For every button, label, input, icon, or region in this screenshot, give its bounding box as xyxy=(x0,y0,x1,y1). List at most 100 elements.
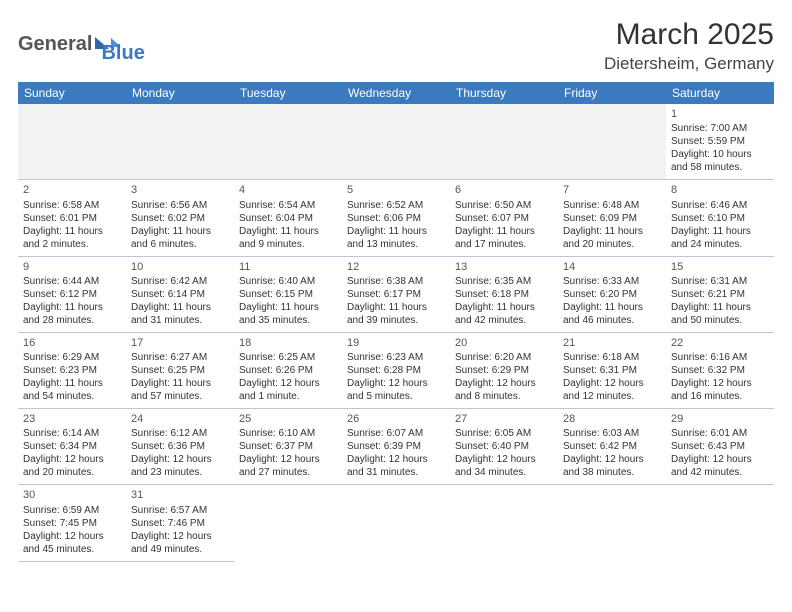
calendar-day-cell: 17Sunrise: 6:27 AMSunset: 6:25 PMDayligh… xyxy=(126,332,234,408)
calendar-week-row: 16Sunrise: 6:29 AMSunset: 6:23 PMDayligh… xyxy=(18,332,774,408)
calendar-day-cell: 7Sunrise: 6:48 AMSunset: 6:09 PMDaylight… xyxy=(558,180,666,256)
sunrise-text: Sunrise: 6:40 AM xyxy=(239,275,337,288)
sunset-text: Sunset: 6:39 PM xyxy=(347,440,445,453)
calendar-day-cell: 12Sunrise: 6:38 AMSunset: 6:17 PMDayligh… xyxy=(342,256,450,332)
sunset-text: Sunset: 6:36 PM xyxy=(131,440,229,453)
daylight-text: Daylight: 11 hours and 54 minutes. xyxy=(23,377,121,403)
daylight-text: Daylight: 11 hours and 35 minutes. xyxy=(239,301,337,327)
calendar-day-cell: 9Sunrise: 6:44 AMSunset: 6:12 PMDaylight… xyxy=(18,256,126,332)
daylight-text: Daylight: 12 hours and 27 minutes. xyxy=(239,453,337,479)
daylight-text: Daylight: 12 hours and 16 minutes. xyxy=(671,377,769,403)
sunset-text: Sunset: 6:17 PM xyxy=(347,288,445,301)
calendar-day-cell: 29Sunrise: 6:01 AMSunset: 6:43 PMDayligh… xyxy=(666,409,774,485)
day-number: 16 xyxy=(23,336,121,350)
sunset-text: Sunset: 6:23 PM xyxy=(23,364,121,377)
sunset-text: Sunset: 6:10 PM xyxy=(671,212,769,225)
logo-text-blue: Blue xyxy=(101,24,144,65)
day-number: 12 xyxy=(347,260,445,274)
empty-cell xyxy=(342,104,450,180)
empty-cell xyxy=(18,104,126,180)
sunrise-text: Sunrise: 6:56 AM xyxy=(131,199,229,212)
col-header: Wednesday xyxy=(342,82,450,104)
calendar-day-cell: 30Sunrise: 6:59 AMSunset: 7:45 PMDayligh… xyxy=(18,485,126,561)
calendar-week-row: 9Sunrise: 6:44 AMSunset: 6:12 PMDaylight… xyxy=(18,256,774,332)
calendar-day-cell: 27Sunrise: 6:05 AMSunset: 6:40 PMDayligh… xyxy=(450,409,558,485)
col-header: Sunday xyxy=(18,82,126,104)
daylight-text: Daylight: 11 hours and 9 minutes. xyxy=(239,225,337,251)
sunset-text: Sunset: 6:20 PM xyxy=(563,288,661,301)
sunset-text: Sunset: 6:07 PM xyxy=(455,212,553,225)
daylight-text: Daylight: 11 hours and 2 minutes. xyxy=(23,225,121,251)
sunrise-text: Sunrise: 6:48 AM xyxy=(563,199,661,212)
sunrise-text: Sunrise: 6:16 AM xyxy=(671,351,769,364)
day-number: 5 xyxy=(347,183,445,197)
day-number: 24 xyxy=(131,412,229,426)
sunset-text: Sunset: 6:43 PM xyxy=(671,440,769,453)
calendar-day-cell: 19Sunrise: 6:23 AMSunset: 6:28 PMDayligh… xyxy=(342,332,450,408)
sunrise-text: Sunrise: 6:31 AM xyxy=(671,275,769,288)
sunset-text: Sunset: 7:45 PM xyxy=(23,517,121,530)
sunrise-text: Sunrise: 6:38 AM xyxy=(347,275,445,288)
empty-cell xyxy=(558,485,666,561)
day-number: 20 xyxy=(455,336,553,350)
empty-cell xyxy=(450,485,558,561)
daylight-text: Daylight: 12 hours and 49 minutes. xyxy=(131,530,229,556)
day-number: 27 xyxy=(455,412,553,426)
sunrise-text: Sunrise: 6:44 AM xyxy=(23,275,121,288)
sunset-text: Sunset: 6:21 PM xyxy=(671,288,769,301)
calendar-day-cell: 15Sunrise: 6:31 AMSunset: 6:21 PMDayligh… xyxy=(666,256,774,332)
daylight-text: Daylight: 11 hours and 6 minutes. xyxy=(131,225,229,251)
day-number: 4 xyxy=(239,183,337,197)
sunrise-text: Sunrise: 6:20 AM xyxy=(455,351,553,364)
sunset-text: Sunset: 6:32 PM xyxy=(671,364,769,377)
calendar-day-cell: 14Sunrise: 6:33 AMSunset: 6:20 PMDayligh… xyxy=(558,256,666,332)
daylight-text: Daylight: 12 hours and 38 minutes. xyxy=(563,453,661,479)
daylight-text: Daylight: 12 hours and 23 minutes. xyxy=(131,453,229,479)
sunset-text: Sunset: 6:25 PM xyxy=(131,364,229,377)
calendar-day-cell: 26Sunrise: 6:07 AMSunset: 6:39 PMDayligh… xyxy=(342,409,450,485)
sunrise-text: Sunrise: 6:27 AM xyxy=(131,351,229,364)
sunset-text: Sunset: 6:40 PM xyxy=(455,440,553,453)
daylight-text: Daylight: 12 hours and 20 minutes. xyxy=(23,453,121,479)
sunset-text: Sunset: 6:15 PM xyxy=(239,288,337,301)
daylight-text: Daylight: 12 hours and 34 minutes. xyxy=(455,453,553,479)
daylight-text: Daylight: 11 hours and 20 minutes. xyxy=(563,225,661,251)
page-header: General Blue March 2025 Dietersheim, Ger… xyxy=(18,18,774,74)
day-number: 30 xyxy=(23,488,121,502)
sunrise-text: Sunrise: 6:03 AM xyxy=(563,427,661,440)
sunrise-text: Sunrise: 6:46 AM xyxy=(671,199,769,212)
sunset-text: Sunset: 6:04 PM xyxy=(239,212,337,225)
calendar-week-row: 23Sunrise: 6:14 AMSunset: 6:34 PMDayligh… xyxy=(18,409,774,485)
sunset-text: Sunset: 5:59 PM xyxy=(671,135,769,148)
calendar-day-cell: 6Sunrise: 6:50 AMSunset: 6:07 PMDaylight… xyxy=(450,180,558,256)
day-number: 11 xyxy=(239,260,337,274)
sunrise-text: Sunrise: 6:35 AM xyxy=(455,275,553,288)
calendar-day-cell: 22Sunrise: 6:16 AMSunset: 6:32 PMDayligh… xyxy=(666,332,774,408)
location-subtitle: Dietersheim, Germany xyxy=(604,54,774,74)
sunset-text: Sunset: 6:14 PM xyxy=(131,288,229,301)
sunrise-text: Sunrise: 6:57 AM xyxy=(131,504,229,517)
empty-cell xyxy=(558,104,666,180)
daylight-text: Daylight: 12 hours and 1 minute. xyxy=(239,377,337,403)
day-number: 6 xyxy=(455,183,553,197)
day-number: 18 xyxy=(239,336,337,350)
day-number: 25 xyxy=(239,412,337,426)
page-title: March 2025 xyxy=(604,18,774,52)
daylight-text: Daylight: 12 hours and 12 minutes. xyxy=(563,377,661,403)
day-number: 15 xyxy=(671,260,769,274)
day-number: 23 xyxy=(23,412,121,426)
day-number: 19 xyxy=(347,336,445,350)
sunrise-text: Sunrise: 6:18 AM xyxy=(563,351,661,364)
calendar-day-cell: 2Sunrise: 6:58 AMSunset: 6:01 PMDaylight… xyxy=(18,180,126,256)
calendar-day-cell: 11Sunrise: 6:40 AMSunset: 6:15 PMDayligh… xyxy=(234,256,342,332)
empty-cell xyxy=(450,104,558,180)
calendar-day-cell: 16Sunrise: 6:29 AMSunset: 6:23 PMDayligh… xyxy=(18,332,126,408)
sunset-text: Sunset: 6:42 PM xyxy=(563,440,661,453)
day-number: 14 xyxy=(563,260,661,274)
col-header: Monday xyxy=(126,82,234,104)
calendar-day-cell: 8Sunrise: 6:46 AMSunset: 6:10 PMDaylight… xyxy=(666,180,774,256)
day-number: 1 xyxy=(671,107,769,121)
daylight-text: Daylight: 11 hours and 46 minutes. xyxy=(563,301,661,327)
weekday-header-row: Sunday Monday Tuesday Wednesday Thursday… xyxy=(18,82,774,104)
calendar-day-cell: 1Sunrise: 7:00 AMSunset: 5:59 PMDaylight… xyxy=(666,104,774,180)
